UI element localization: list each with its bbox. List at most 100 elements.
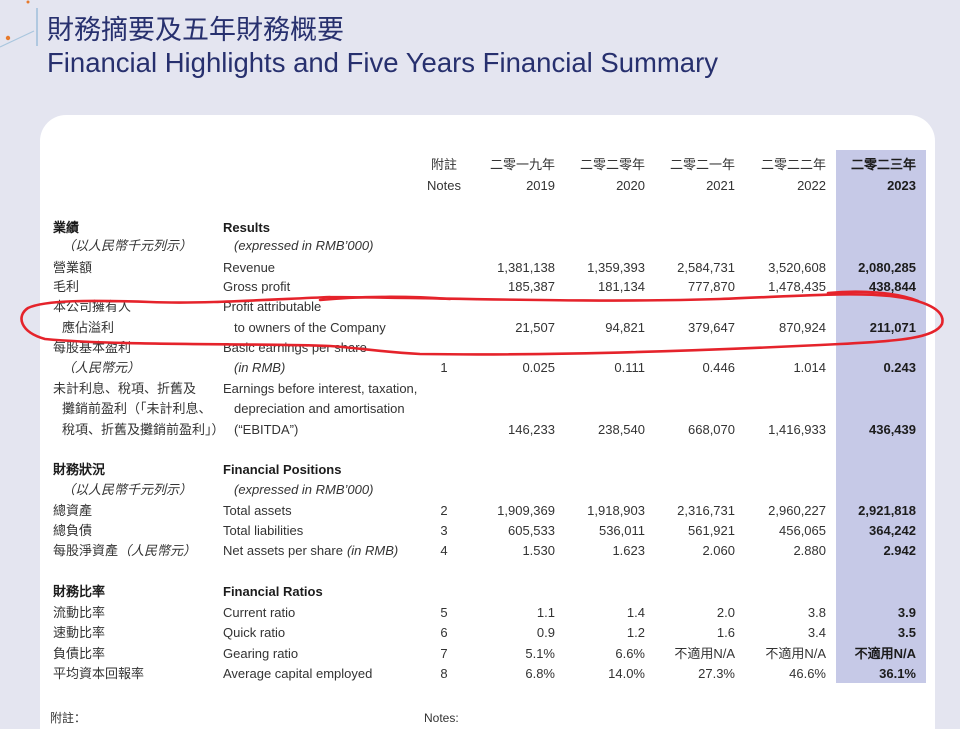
value-2021: 561,921 <box>688 523 735 538</box>
value-2023: 364,242 <box>869 523 916 538</box>
value-2019: 605,533 <box>508 523 555 538</box>
value-2023: 2,921,818 <box>858 503 916 518</box>
value-2019: 185,387 <box>508 279 555 294</box>
section-title-en: Financial Positions <box>223 462 342 477</box>
value-2022: 3,520,608 <box>768 260 826 275</box>
label-zh: 負債比率 <box>53 646 106 661</box>
value-2021: 2.0 <box>716 605 735 620</box>
value-2019: 0.9 <box>536 625 555 640</box>
row-current-ratio: 流動比率 Current ratio 5 1.1 1.4 2.0 3.8 3.9 <box>0 603 930 623</box>
note-ref: 1 <box>440 360 448 375</box>
value-2020: 181,134 <box>598 279 645 294</box>
value-2019: 0.025 <box>522 360 555 375</box>
row-basic-eps-line1: 每股基本盈利 Basic earnings per share <box>0 338 930 358</box>
notes-header-en: Notes <box>427 178 461 193</box>
row-basic-eps: （人民幣元） (in RMB) 1 0.025 0.111 0.446 1.01… <box>0 358 930 378</box>
label-en: (in RMB) <box>234 360 286 375</box>
year-header-2022: 2022 <box>797 178 826 193</box>
value-2021: 1.6 <box>716 625 735 640</box>
label-zh: 未計利息、稅項、折舊及 <box>53 381 197 396</box>
section-title-financial-ratios: 財務比率 Financial Ratios <box>0 582 930 602</box>
label-en: (“EBITDA”) <box>234 422 299 437</box>
label-en: Revenue <box>223 260 276 275</box>
highlight-column-2023 <box>836 150 926 683</box>
value-2021: 不適用N/A <box>674 646 735 661</box>
label-zh-unit: （人民幣元） <box>118 543 197 558</box>
row-average-capital-employed: 平均資本回報率 Average capital employed 8 6.8% … <box>0 664 930 684</box>
year-header-2023: 2023 <box>887 178 916 193</box>
label-en: Total assets <box>223 503 292 518</box>
value-2023: 36.1% <box>879 666 916 681</box>
label-zh: 攤銷前盈利（「未計利息、 <box>62 401 212 416</box>
page-title-zh: 財務摘要及五年財務概要 <box>47 15 344 45</box>
row-gross-profit: 毛利 Gross profit 185,387 181,134 777,870 … <box>0 277 930 297</box>
row-profit-attributable: 應佔溢利 to owners of the Company 21,507 94,… <box>0 318 930 338</box>
value-2023: 3.5 <box>897 625 916 640</box>
year-header-zh-2023: 二零二三年 <box>850 157 916 172</box>
value-2023: 2.942 <box>883 543 916 558</box>
note-ref: 7 <box>440 646 448 661</box>
value-2023: 3.9 <box>897 605 916 620</box>
note-ref: 8 <box>440 666 448 681</box>
label-zh: 營業額 <box>53 260 93 275</box>
value-2022: 46.6% <box>789 666 826 681</box>
label-zh: 平均資本回報率 <box>53 666 145 681</box>
value-2021: 27.3% <box>698 666 735 681</box>
section-title-zh: 財務狀況 <box>53 462 106 477</box>
label-zh: 稅項、折舊及攤銷前盈利」） <box>62 422 225 437</box>
value-2021: 2,584,731 <box>677 260 735 275</box>
note-ref: 3 <box>440 523 448 538</box>
value-2021: 668,070 <box>688 422 735 437</box>
value-2021: 0.446 <box>702 360 735 375</box>
value-2023: 438,844 <box>869 279 916 294</box>
section-title-en: Results <box>223 220 270 235</box>
value-2023: 211,071 <box>869 320 916 335</box>
value-2022: 2,960,227 <box>768 503 826 518</box>
section-title-zh: 業績 <box>53 220 80 235</box>
label-zh: 應佔溢利 <box>62 320 115 335</box>
row-profit-attributable-line1: 本公司擁有人 Profit attributable <box>0 297 930 317</box>
column-header-en: Notes 2019 2020 2021 2022 2023 <box>0 176 930 196</box>
row-ebitda-line2: 攤銷前盈利（「未計利息、 depreciation and amortisati… <box>0 399 930 419</box>
row-net-assets-per-share: 每股淨資產（人民幣元） Net assets per share (in RMB)… <box>0 541 930 561</box>
note-ref: 5 <box>440 605 448 620</box>
value-2020: 238,540 <box>598 422 645 437</box>
summary-table-card <box>40 115 935 729</box>
value-2019: 6.8% <box>525 666 555 681</box>
value-2022: 2.880 <box>793 543 826 558</box>
year-header-2020: 2020 <box>616 178 645 193</box>
value-2021: 777,870 <box>688 279 735 294</box>
label-en: Profit attributable <box>223 299 322 314</box>
value-2022: 3.4 <box>807 625 826 640</box>
label-en: depreciation and amortisation <box>234 401 405 416</box>
value-2019: 1.1 <box>536 605 555 620</box>
label-en: Net assets per share (in RMB) <box>223 541 398 561</box>
label-zh: 每股基本盈利 <box>53 340 132 355</box>
value-2019: 1,381,138 <box>497 260 555 275</box>
value-2021: 2.060 <box>702 543 735 558</box>
value-2023: 436,439 <box>869 422 916 437</box>
unit-label-en: (expressed in RMB’000) <box>234 238 374 253</box>
section-title-results: 業績 Results <box>0 218 930 238</box>
note-ref: 2 <box>440 503 448 518</box>
footer-notes-en: Notes: <box>424 711 459 725</box>
notes-header-zh: 附註 <box>430 157 457 172</box>
value-2022: 456,065 <box>779 523 826 538</box>
label-en: Total liabilities <box>223 523 304 538</box>
value-2020: 1.623 <box>612 543 645 558</box>
value-2020: 6.6% <box>615 646 645 661</box>
label-zh: 速動比率 <box>53 625 106 640</box>
row-ebitda: 稅項、折舊及攤銷前盈利」） (“EBITDA”) 146,233 238,540… <box>0 420 930 440</box>
year-header-2021: 2021 <box>706 178 735 193</box>
row-revenue: 營業額 Revenue 1,381,138 1,359,393 2,584,73… <box>0 258 930 278</box>
year-header-zh-2019: 二零一九年 <box>489 157 555 172</box>
value-2020: 0.111 <box>614 360 645 375</box>
section-unit-financial-positions: （以人民幣千元列示） (expressed in RMB’000) <box>0 480 930 500</box>
corner-decoration <box>0 0 38 48</box>
note-ref: 6 <box>440 625 448 640</box>
row-ebitda-line1: 未計利息、稅項、折舊及 Earnings before interest, ta… <box>0 379 930 399</box>
value-2020: 1.4 <box>626 605 645 620</box>
value-2022: 3.8 <box>807 605 826 620</box>
value-2020: 1.2 <box>626 625 645 640</box>
value-2022: 1.014 <box>793 360 826 375</box>
